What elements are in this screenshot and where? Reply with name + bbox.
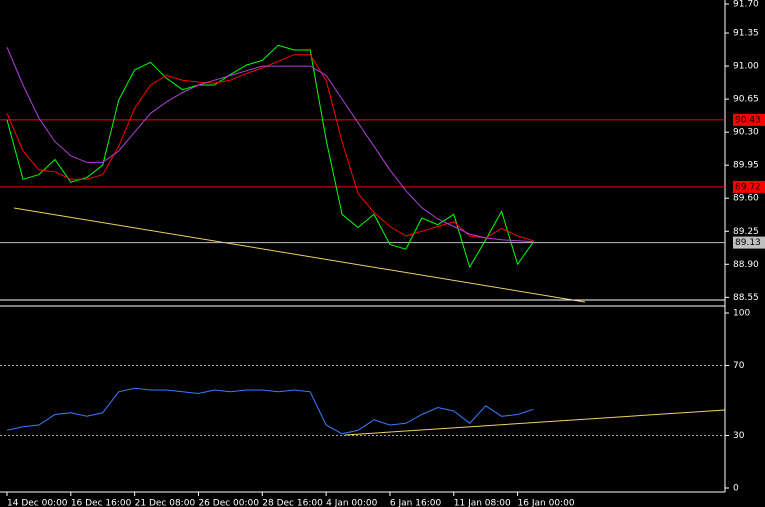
- y-tick-label: 91.35: [733, 29, 759, 39]
- y-tick-label: 89.60: [733, 194, 759, 204]
- y-tick-label: 90.30: [733, 128, 759, 138]
- level-label: 89.13: [735, 238, 761, 248]
- x-tick-label: 6 Jan 16:00: [390, 499, 442, 507]
- series-line: [6, 387, 534, 435]
- trendline: [344, 409, 726, 436]
- level-label-box: [733, 236, 765, 249]
- y-tick-label: 91.70: [733, 0, 759, 10]
- series-line: [6, 47, 534, 243]
- x-tick-label: 14 Dec 00:00: [7, 499, 68, 507]
- x-tick-label: 16 Dec 16:00: [71, 499, 132, 507]
- x-tick-label: 4 Jan 00:00: [326, 499, 378, 507]
- y-tick-label: 91.00: [733, 62, 759, 72]
- trendline: [13, 207, 586, 303]
- y-tick-label: 88.55: [733, 293, 759, 303]
- y-tick-label: 89.95: [733, 161, 759, 171]
- level-label: 89.72: [735, 182, 761, 192]
- level-label-box: [733, 113, 765, 126]
- x-tick-label: 16 Jan 00:00: [518, 499, 575, 507]
- x-tick-label: 26 Dec 00:00: [198, 499, 259, 507]
- x-tick-label: 11 Jan 08:00: [454, 499, 511, 507]
- level-label-box: [733, 180, 765, 193]
- y-tick-label: 0: [733, 484, 739, 494]
- series-line: [6, 44, 534, 269]
- x-tick-label: 21 Dec 08:00: [135, 499, 196, 507]
- y-tick-label: 88.90: [733, 260, 759, 270]
- y-tick-label: 70: [733, 361, 745, 371]
- series-line: [6, 54, 534, 242]
- y-tick-label: 30: [733, 431, 745, 441]
- y-tick-label: 89.25: [733, 227, 759, 237]
- level-label: 90.43: [735, 115, 761, 125]
- y-tick-label: 90.65: [733, 95, 759, 105]
- y-tick-label: 100: [733, 309, 750, 319]
- x-tick-label: 28 Dec 16:00: [262, 499, 323, 507]
